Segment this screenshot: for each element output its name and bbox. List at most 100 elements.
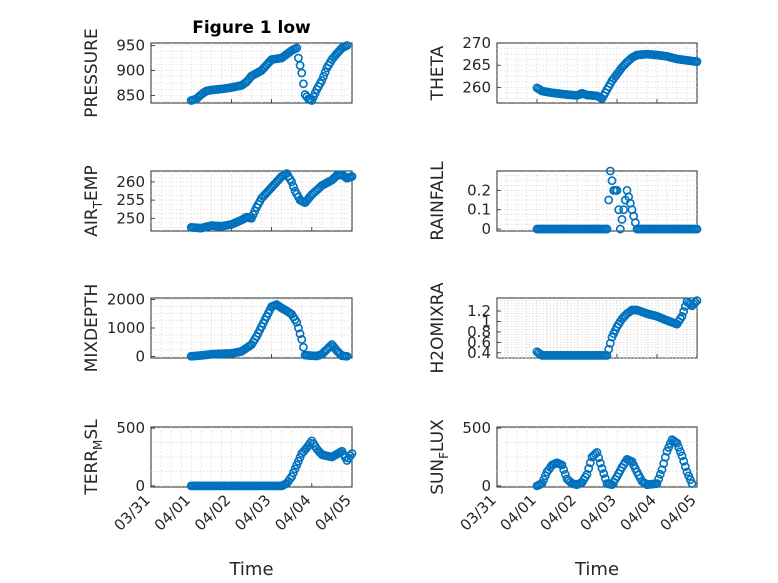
x-tick-label: 03/31 <box>111 491 154 534</box>
data-point <box>692 296 702 306</box>
y-tick-label: 1.2 <box>467 302 491 320</box>
series-points <box>532 49 702 103</box>
data-point <box>677 311 687 321</box>
subplot-1: 850 900 950 PRESSURE Figure 1 low <box>82 18 353 118</box>
x-tick-label: 04/03 <box>577 491 620 534</box>
data-point <box>652 479 662 488</box>
series-points <box>186 300 352 361</box>
y-axis-label-subscript: F <box>437 452 451 459</box>
y-axis-label-main: TERR <box>82 450 102 496</box>
x-tick-label: 04/05 <box>657 491 700 534</box>
x-tick-label: 04/01 <box>497 491 540 534</box>
data-point <box>347 172 357 181</box>
x-tick-label: 04/02 <box>191 491 234 534</box>
x-tick-label: 04/04 <box>617 491 660 534</box>
series-points <box>186 169 357 233</box>
y-tick-label: 270 <box>462 34 491 52</box>
data-point <box>342 41 352 50</box>
y-axis-label-main: PRESSURE <box>82 28 102 117</box>
y-tick-label: 1 <box>481 312 491 330</box>
series-points <box>186 436 357 491</box>
data-point <box>347 449 357 458</box>
series-points <box>532 166 702 234</box>
data-point <box>288 182 298 191</box>
y-axis-label-subscript: T <box>91 200 105 209</box>
y-tick-label: 0.6 <box>467 333 491 351</box>
data-point <box>292 43 302 53</box>
data-point <box>617 214 627 224</box>
y-axis-label-subscript: M <box>91 440 105 450</box>
data-point <box>677 451 687 461</box>
data-point <box>692 224 702 234</box>
y-tick-label: 260 <box>462 78 491 96</box>
data-point <box>685 300 695 309</box>
y-tick-label: 0.1 <box>467 201 491 219</box>
y-axis-label-main: AIR <box>82 208 102 237</box>
y-tick-label: 2000 <box>107 290 145 308</box>
series-points <box>186 41 352 105</box>
data-point <box>320 67 330 77</box>
data-point <box>672 438 682 448</box>
x-tick-label: 04/01 <box>151 491 194 534</box>
x-tick-label: 04/03 <box>231 491 274 534</box>
data-point <box>594 453 604 463</box>
y-tick-label: 0 <box>135 477 145 495</box>
y-axis-label: AIRTEMP <box>82 165 105 236</box>
data-point <box>602 224 612 234</box>
y-axis-label: PRESSURE <box>82 28 102 117</box>
y-axis-label-main: H2OMIXRA <box>428 282 448 373</box>
y-axis-label-main: RAINFALL <box>428 161 448 241</box>
y-axis-label-main: SUN <box>428 459 448 495</box>
series-points <box>532 435 697 491</box>
data-point <box>612 185 622 195</box>
data-point <box>679 306 689 316</box>
x-tick-label: 04/04 <box>271 491 314 534</box>
y-axis-label: RAINFALL <box>428 161 448 241</box>
data-point <box>687 479 697 488</box>
data-point <box>295 329 305 339</box>
data-point <box>680 462 690 472</box>
data-point <box>615 224 625 234</box>
data-point <box>292 317 302 327</box>
series-points <box>532 296 702 360</box>
x-tick-label: 04/05 <box>312 491 355 534</box>
y-axis-label-tail: EMP <box>82 165 102 201</box>
data-point <box>299 342 308 352</box>
data-point <box>584 464 594 473</box>
y-tick-label: 1000 <box>107 319 145 337</box>
y-axis-label: H2OMIXRA <box>428 282 448 373</box>
data-point <box>679 456 689 466</box>
subplot-2: 260 265 270 THETA <box>428 34 702 104</box>
y-tick-label: 0 <box>481 220 491 238</box>
y-tick-label: 265 <box>462 56 491 74</box>
data-point <box>654 474 664 484</box>
data-point <box>692 57 702 67</box>
data-point <box>592 447 602 457</box>
data-point <box>342 351 352 361</box>
y-tick-label: 500 <box>462 419 491 437</box>
y-tick-label: 0.4 <box>467 344 491 362</box>
data-point <box>299 79 308 89</box>
x-axis-label: Time <box>228 559 273 580</box>
data-point <box>293 323 303 333</box>
y-axis-label: THETA <box>428 45 448 101</box>
data-point <box>557 460 567 470</box>
y-axis-label-tail: LUX <box>428 419 448 452</box>
y-tick-label: 0.2 <box>467 181 491 199</box>
x-axis-label: Time <box>574 559 619 580</box>
data-point <box>619 205 629 215</box>
data-point <box>607 176 617 186</box>
subplot-6: 0.40.60.811.2 H2OMIXRA <box>428 282 702 374</box>
y-tick-label: 0 <box>481 477 491 495</box>
y-tick-label: 0 <box>135 348 145 366</box>
y-tick-label: 950 <box>116 37 145 55</box>
data-point <box>317 76 327 85</box>
data-point <box>674 442 684 452</box>
subplot-4: 00.1 0.2 RAINFALL <box>428 161 702 241</box>
y-tick-label: 850 <box>116 87 145 105</box>
y-tick-label: 0.8 <box>467 323 491 341</box>
